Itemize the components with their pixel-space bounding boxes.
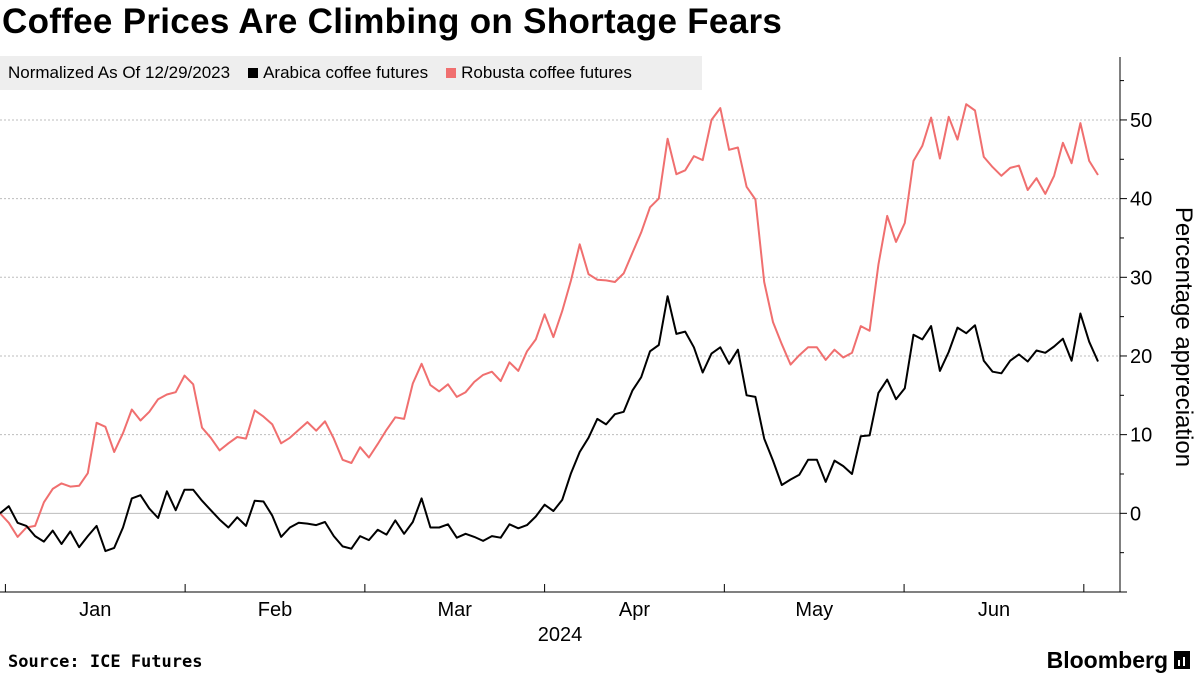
source-note: Source: ICE Futures bbox=[8, 652, 203, 672]
y-axis: 0 10 20 30 40 50 bbox=[1119, 57, 1152, 593]
y-tick-label: 20 bbox=[1130, 346, 1152, 368]
y-tick-label: 40 bbox=[1130, 189, 1152, 211]
series-line-arabica bbox=[0, 295, 1099, 553]
x-tick-label-may: May bbox=[795, 599, 833, 621]
legend-entry-robusta: Robusta coffee futures bbox=[446, 63, 632, 83]
y-tick-label: 30 bbox=[1130, 267, 1152, 289]
y-tick-label: 10 bbox=[1130, 425, 1152, 447]
gridlines bbox=[0, 119, 1120, 514]
legend-swatch-arabica bbox=[248, 68, 259, 78]
x-tick-label-apr: Apr bbox=[619, 599, 650, 621]
x-tick-label-jun: Jun bbox=[978, 599, 1010, 621]
y-tick-label: 50 bbox=[1130, 110, 1152, 132]
x-tick-label-feb: Feb bbox=[258, 599, 292, 621]
series-lines bbox=[0, 103, 1099, 553]
x-axis-year-label: 2024 bbox=[538, 624, 583, 646]
bloomberg-chart-icon bbox=[1174, 651, 1190, 669]
normalization-note: Normalized As Of 12/29/2023 bbox=[8, 63, 231, 82]
y-tick-label: 0 bbox=[1130, 503, 1141, 525]
y-axis-label: Percentage appreciation bbox=[1170, 207, 1197, 467]
legend-entry-arabica: Arabica coffee futures bbox=[248, 63, 428, 83]
x-tick-label-jan: Jan bbox=[79, 599, 111, 621]
legend: Normalized As Of 12/29/2023 Arabica coff… bbox=[0, 56, 702, 90]
chart-title: Coffee Prices Are Climbing on Shortage F… bbox=[2, 2, 783, 41]
legend-label-robusta: Robusta coffee futures bbox=[461, 63, 632, 82]
x-axis: Jan Feb Mar Apr May Jun bbox=[0, 584, 1120, 621]
series-line-robusta bbox=[0, 103, 1099, 538]
legend-label-arabica: Arabica coffee futures bbox=[263, 63, 429, 82]
brand-logo: Bloomberg bbox=[1046, 647, 1168, 673]
x-tick-label-mar: Mar bbox=[438, 599, 473, 621]
legend-swatch-robusta bbox=[446, 68, 457, 78]
